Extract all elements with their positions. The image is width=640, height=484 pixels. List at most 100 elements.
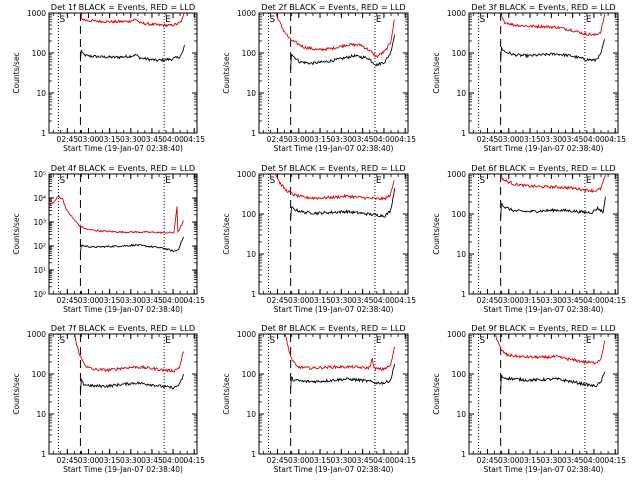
events-rate-line (500, 196, 606, 219)
x-tick-label: 03:15 (519, 135, 541, 144)
x-tick-label: 02:45 (267, 456, 289, 465)
x-tick-label: 03:15 (309, 135, 331, 144)
lld-rate-line (284, 334, 396, 372)
y-tick-label: 10² (33, 242, 46, 251)
end-marker-E: E (165, 176, 171, 186)
detector-panel-8: Det 8f BLACK = Events, RED = LLD 1 10 100 10… (222, 323, 416, 474)
x-axis-label: Start Time (19-Jan-07 02:38:40) (484, 465, 604, 474)
x-tick-label: 04:15 (604, 296, 626, 305)
y-tick-label: 10 (246, 410, 256, 419)
y-tick-label: 1000 (447, 330, 466, 339)
x-tick-label: 04:15 (394, 296, 416, 305)
y-tick-label: 10¹ (33, 266, 46, 275)
y-tick-label: 1000 (237, 330, 256, 339)
series-group (274, 174, 396, 220)
events-rate-line (79, 236, 185, 254)
x-tick-label: 04:15 (604, 135, 626, 144)
x-tick-label: 03:45 (562, 296, 584, 305)
x-tick-label: 03:45 (562, 456, 584, 465)
x-axis-label: Start Time (19-Jan-07 02:38:40) (63, 144, 183, 153)
y-tick-label: 1000 (237, 170, 256, 179)
y-tick-label: 1 (251, 129, 256, 138)
y-tick-label: 10 (246, 89, 256, 98)
panel-title: Det 4f BLACK = Events, RED = LLD (51, 163, 195, 173)
detector-panel-5: Det 5f BLACK = Events, RED = LLD 1 10 100 10… (222, 163, 416, 314)
y-tick-label: 1000 (447, 170, 466, 179)
x-axis-label: Start Time (19-Jan-07 02:38:40) (484, 305, 604, 314)
y-tick-label: 100 (452, 49, 467, 58)
x-axis-label: Start Time (19-Jan-07 02:38:40) (484, 144, 604, 153)
x-tick-label: 04:00 (583, 456, 605, 465)
detector-panel-9: Det 9f BLACK = Events, RED = LLD 1 10 100 10… (432, 323, 626, 474)
detector-panel-3: Det 3f BLACK = Events, RED = LLD 1 10 100 10… (432, 2, 626, 153)
lld-rate-line (274, 13, 395, 59)
lld-rate-line (274, 174, 395, 201)
x-tick-label: 04:00 (162, 135, 184, 144)
panel-title: Det 8f BLACK = Events, RED = LLD (261, 323, 405, 333)
y-tick-label: 100 (452, 210, 467, 219)
start-marker-S: S (270, 15, 276, 25)
end-marker-E: E (586, 336, 592, 346)
series-group (74, 334, 185, 396)
x-tick-label: 03:15 (99, 135, 121, 144)
y-axis-label: Counts/sec (222, 373, 231, 414)
x-tick-label: 03:30 (120, 296, 142, 305)
x-tick-label: 03:00 (288, 456, 310, 465)
panel-title: Det 3f BLACK = Events, RED = LLD (471, 2, 615, 12)
x-tick-label: 02:45 (267, 135, 289, 144)
x-tick-label: 04:00 (583, 296, 605, 305)
x-tick-label: 04:00 (373, 456, 395, 465)
y-tick-label: 1 (251, 450, 256, 459)
events-rate-line (500, 371, 606, 391)
x-tick-label: 03:15 (519, 456, 541, 465)
y-tick-label: 100 (452, 370, 467, 379)
events-rate-line (500, 39, 606, 63)
x-tick-label: 03:45 (352, 135, 374, 144)
y-tick-label: 100 (242, 370, 257, 379)
y-tick-label: 10⁰ (33, 290, 46, 299)
x-axis-label: Start Time (19-Jan-07 02:38:40) (63, 305, 183, 314)
x-tick-label: 02:45 (477, 296, 499, 305)
x-tick-label: 03:00 (498, 135, 520, 144)
series-group (49, 195, 185, 254)
panel-title: Det 1f BLACK = Events, RED = LLD (51, 2, 195, 12)
start-marker-S: S (480, 15, 486, 25)
x-tick-label: 04:15 (604, 456, 626, 465)
panel-title: Det 5f BLACK = Events, RED = LLD (261, 163, 405, 173)
x-tick-label: 03:45 (141, 456, 163, 465)
end-marker-E: E (376, 176, 382, 186)
plot-frame (48, 333, 198, 455)
panel-title: Det 9f BLACK = Events, RED = LLD (471, 323, 615, 333)
lld-rate-line (500, 174, 606, 193)
x-tick-label: 03:30 (120, 456, 142, 465)
y-tick-label: 100 (32, 49, 47, 58)
x-tick-label: 03:00 (288, 296, 310, 305)
y-axis-label: Counts/sec (222, 213, 231, 254)
y-axis-label: Counts/sec (12, 213, 21, 254)
detector-panel-4: Det 4f BLACK = Events, RED = LLD 10⁰ 10¹ 10… (12, 163, 205, 314)
x-tick-label: 03:15 (309, 296, 331, 305)
y-tick-label: 100 (242, 49, 257, 58)
y-tick-label: 1 (461, 450, 466, 459)
start-marker-S: S (270, 336, 276, 346)
x-tick-label: 02:45 (477, 456, 499, 465)
x-tick-label: 03:30 (331, 296, 353, 305)
start-marker-S: S (59, 15, 65, 25)
x-tick-label: 03:30 (541, 456, 563, 465)
x-tick-label: 02:45 (57, 296, 79, 305)
y-axis-label: Counts/sec (12, 373, 21, 414)
y-tick-label: 100 (242, 210, 257, 219)
x-tick-label: 04:15 (183, 296, 205, 305)
events-rate-line (290, 188, 396, 220)
end-marker-E: E (376, 336, 382, 346)
x-tick-label: 03:30 (331, 135, 353, 144)
end-marker-E: E (376, 15, 382, 25)
detector-panel-6: Det 6f BLACK = Events, RED = LLD 1 10 100 10… (432, 163, 626, 314)
end-marker-E: E (165, 15, 171, 25)
x-tick-label: 04:00 (583, 135, 605, 144)
x-tick-label: 03:15 (99, 296, 121, 305)
x-tick-label: 03:00 (288, 135, 310, 144)
x-tick-label: 03:30 (120, 135, 142, 144)
